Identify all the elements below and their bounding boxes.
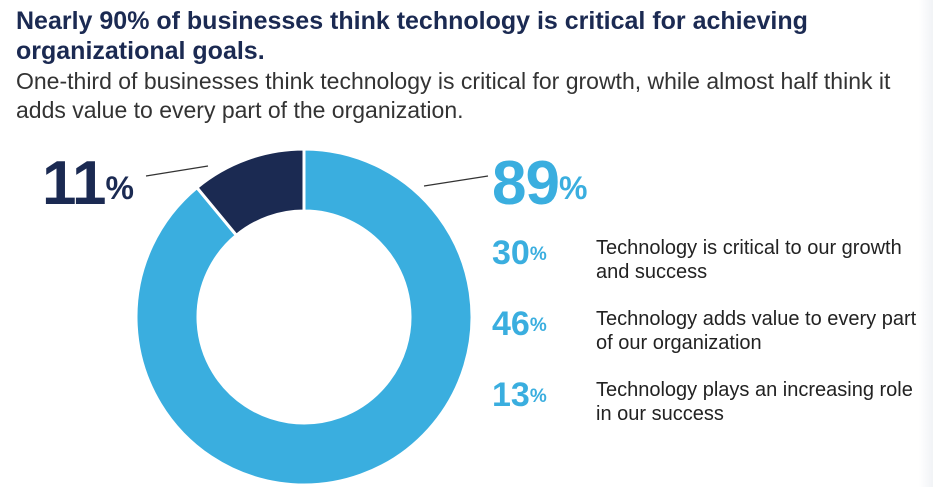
slice-label-primary-unit: % (558, 170, 588, 206)
donut-slice-primary (134, 147, 474, 487)
breakdown-text: Technology is critical to our growth and… (596, 237, 902, 283)
slice-label-secondary-unit: % (105, 170, 134, 206)
slice-label-secondary-value: 11 (42, 149, 107, 218)
leader-line-left (145, 165, 209, 177)
chart-title: Nearly 90% of businesses think technolog… (16, 7, 808, 65)
breakdown-list: 30% Technology is critical to our growth… (492, 233, 932, 446)
slice-label-secondary: 11% (42, 153, 134, 215)
breakdown-text: Technology plays an increasing role in o… (596, 379, 913, 425)
breakdown-text: Technology adds value to every part of o… (596, 308, 917, 354)
donut-slice-secondary (194, 147, 306, 238)
breakdown-percent: 46% (492, 304, 596, 344)
breakdown-item: 46% Technology adds value to every part … (492, 304, 932, 375)
breakdown-percent-unit: % (529, 315, 547, 336)
breakdown-percent-value: 46 (492, 305, 530, 343)
slice-label-primary: 89% (492, 153, 587, 215)
breakdown-percent-unit: % (529, 386, 547, 407)
breakdown-percent-value: 13 (492, 376, 530, 414)
breakdown-item: 30% Technology is critical to our growth… (492, 233, 932, 304)
breakdown-percent: 30% (492, 233, 596, 273)
chart-subtitle: One-third of businesses think technology… (16, 68, 891, 123)
donut-slices (134, 147, 474, 487)
breakdown-percent-value: 30 (492, 234, 530, 272)
breakdown-percent-unit: % (529, 244, 547, 265)
leader-line-right (423, 175, 489, 187)
slice-label-primary-value: 89 (492, 149, 560, 218)
breakdown-percent: 13% (492, 375, 596, 415)
breakdown-item: 13% Technology plays an increasing role … (492, 375, 932, 446)
page-edge-shade (919, 0, 933, 487)
